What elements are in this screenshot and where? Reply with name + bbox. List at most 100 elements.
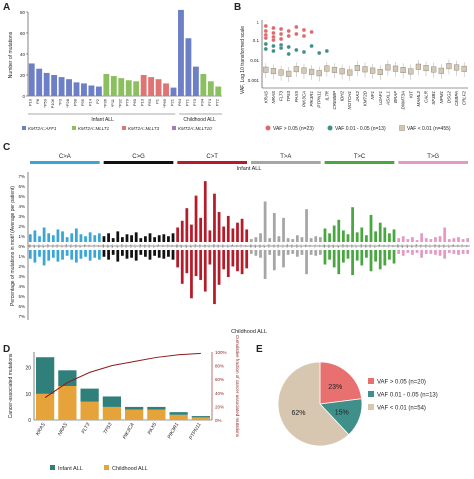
c-bar-childhood (74, 250, 78, 263)
c-bar-infant (346, 234, 350, 242)
c-bar-infant (443, 227, 447, 242)
d-y2-tick-label: 60% (215, 377, 224, 382)
b-point-mid (286, 51, 291, 57)
c-bar-childhood (452, 250, 456, 254)
b-x-tick-label: CALR (424, 90, 429, 103)
c-bar-childhood (415, 250, 419, 253)
c-context-label: C.G (204, 244, 206, 248)
a-x-tick-label: *P50 (43, 98, 48, 107)
d-legend-label: Childhood ALL (112, 466, 148, 472)
c-bar-infant (259, 233, 262, 242)
c-bar-childhood (203, 250, 207, 292)
c-bar-infant (378, 222, 382, 242)
b-x-tick-label: JAK2 (355, 91, 360, 103)
c-context-label: A.G (259, 244, 262, 248)
b-point-high (271, 25, 276, 31)
c-bar-childhood (157, 250, 161, 258)
b-box (438, 67, 444, 74)
d-y-axis-title: Cancer-associated mutations (8, 353, 14, 418)
c-bar-childhood (226, 250, 230, 278)
b-box (446, 63, 452, 70)
d-bar-infant (169, 412, 188, 415)
d-x-tick-label: FLT3 (81, 422, 92, 435)
c-context-label: T.A (157, 244, 160, 248)
b-point-high (263, 35, 268, 41)
c-bar-infant (300, 237, 304, 242)
b-x-tick-label: IDH2 (340, 91, 345, 102)
a-bar (133, 81, 140, 96)
c-context-label: T.T (98, 244, 100, 248)
c-context-label: A.T (42, 244, 45, 248)
c-bar-infant (111, 238, 115, 242)
c-bar-childhood (97, 250, 101, 260)
c-bar-childhood (383, 250, 387, 266)
c-context-label: T.T (319, 244, 321, 248)
c-context-label: T.G (388, 244, 390, 248)
c-context-label: T.G (315, 244, 317, 248)
c-bar-infant (121, 237, 124, 242)
c-bar-infant (305, 209, 308, 242)
b-box (453, 64, 460, 71)
a-group-label-infant: Infant ALL (91, 117, 114, 123)
c-context-label: C.A (120, 244, 123, 248)
b-box (408, 68, 414, 75)
c-context-label: G.G (370, 244, 372, 248)
c-substitution-class-label: C>T (206, 154, 218, 160)
d-bar-childhood (125, 409, 144, 420)
c-bar-childhood (369, 250, 373, 272)
a-x-tick-label: P60 (132, 98, 137, 106)
c-bar-childhood (171, 250, 175, 260)
c-bar-childhood (28, 250, 32, 259)
a-x-tick-label: P1 (155, 98, 160, 104)
c-y-tick-label: 4% (18, 284, 25, 289)
c-bar-infant (203, 181, 207, 242)
c-context-label: T.A (452, 244, 455, 248)
c-bar-childhood (300, 250, 304, 255)
c-context-label: C.A (341, 244, 344, 248)
b-x-tick-label: SF3B1 (431, 91, 436, 105)
a-bar (81, 83, 87, 96)
c-bar-infant (47, 233, 51, 242)
a-x-tick-label: P68 (73, 98, 78, 106)
c-bar-childhood (194, 250, 198, 277)
c-bar-infant (286, 238, 290, 242)
b-x-tick-label: CREBBP (332, 91, 337, 110)
c-bar-infant (328, 233, 331, 242)
c-bar-childhood (116, 250, 120, 262)
b-point-mid (294, 47, 299, 53)
c-bar-infant (277, 236, 281, 242)
c-context-label: A.T (337, 244, 340, 248)
b-box (354, 64, 360, 71)
e-legend-swatch (368, 404, 374, 410)
d-x-tick-label: PIK3CA (122, 421, 136, 440)
b-x-tick-label: CRLF2 (462, 91, 467, 106)
c-bar-infant (254, 237, 258, 242)
d-bar-childhood (147, 409, 166, 420)
c-context-label: T.A (231, 244, 234, 248)
c-bar-infant (194, 195, 198, 242)
d-y-tick-label: 0 (28, 418, 31, 424)
c-bar-infant (355, 232, 359, 242)
c-context-label: T.C (89, 244, 91, 248)
c-bar-infant (457, 237, 460, 242)
d-y2-tick-label: 20% (215, 404, 224, 409)
c-substitution-class-label: C>A (59, 154, 71, 160)
b-box (400, 67, 406, 74)
c-context-label: C.A (415, 244, 418, 248)
c-bar-infant (130, 235, 133, 242)
c-bar-childhood (61, 250, 64, 260)
panel-label-d: D (3, 344, 11, 355)
c-bar-childhood (272, 250, 276, 271)
b-x-tick-label: PTPN11 (317, 91, 322, 108)
c-bar-childhood (263, 250, 267, 279)
c-bar-infant (401, 236, 405, 242)
a-legend-label: KMT2A::MLLT1 (78, 126, 110, 131)
c-bar-childhood (93, 250, 97, 258)
a-x-tick-label: *P32 (117, 98, 122, 107)
panel-label-a: A (3, 2, 11, 13)
c-class-strip (30, 161, 100, 164)
a-bar (103, 73, 110, 96)
c-y-tick-label: 4% (18, 204, 25, 209)
c-context-label: G.G (75, 244, 77, 248)
c-bar-childhood (88, 250, 92, 261)
